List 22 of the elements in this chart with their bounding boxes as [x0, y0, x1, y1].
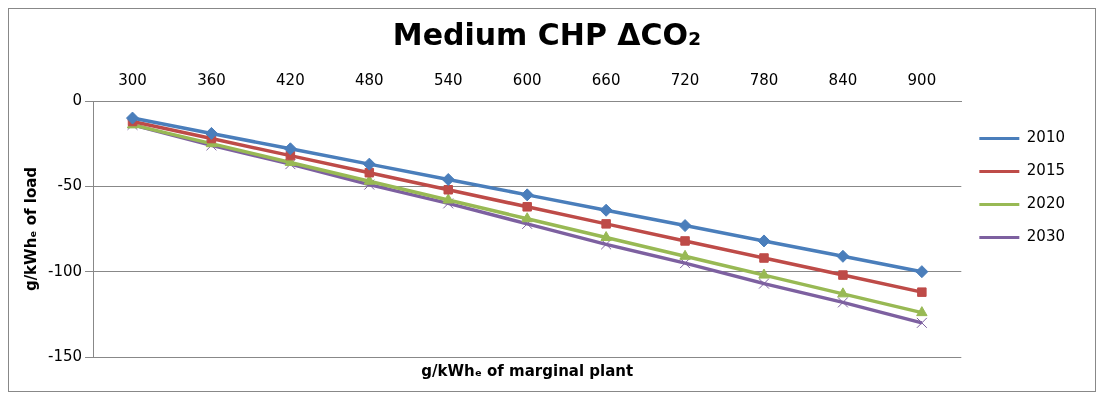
y-tick-label: -100: [48, 261, 83, 280]
y-tick-label: -150: [48, 346, 83, 365]
x-tick-label: 600: [512, 70, 542, 89]
x-tick-label: 540: [433, 70, 463, 89]
legend-label: 2015: [1026, 161, 1066, 180]
x-tick-label: 360: [197, 70, 226, 89]
x-tick-label: 840: [828, 70, 858, 89]
y-tick-label: -50: [57, 176, 83, 195]
y-tick-label: 0: [72, 90, 83, 109]
y-axis-title: g/kWhₑ of load: [21, 166, 40, 292]
x-axis-title: g/kWhₑ of marginal plant: [421, 362, 634, 381]
x-tick-label: 420: [276, 70, 305, 89]
chart-title: Medium CHP ΔCO₂: [392, 16, 702, 52]
x-tick-label: 720: [670, 70, 700, 89]
x-tick-label: 900: [907, 70, 937, 89]
legend-label: 2010: [1026, 128, 1066, 147]
x-tick-label: 300: [118, 70, 147, 89]
legend-label: 2020: [1026, 194, 1066, 213]
x-tick-label: 480: [354, 70, 384, 89]
x-tick-label: 660: [591, 70, 621, 89]
x-tick-label: 780: [749, 70, 779, 89]
legend-label: 2030: [1026, 227, 1066, 246]
